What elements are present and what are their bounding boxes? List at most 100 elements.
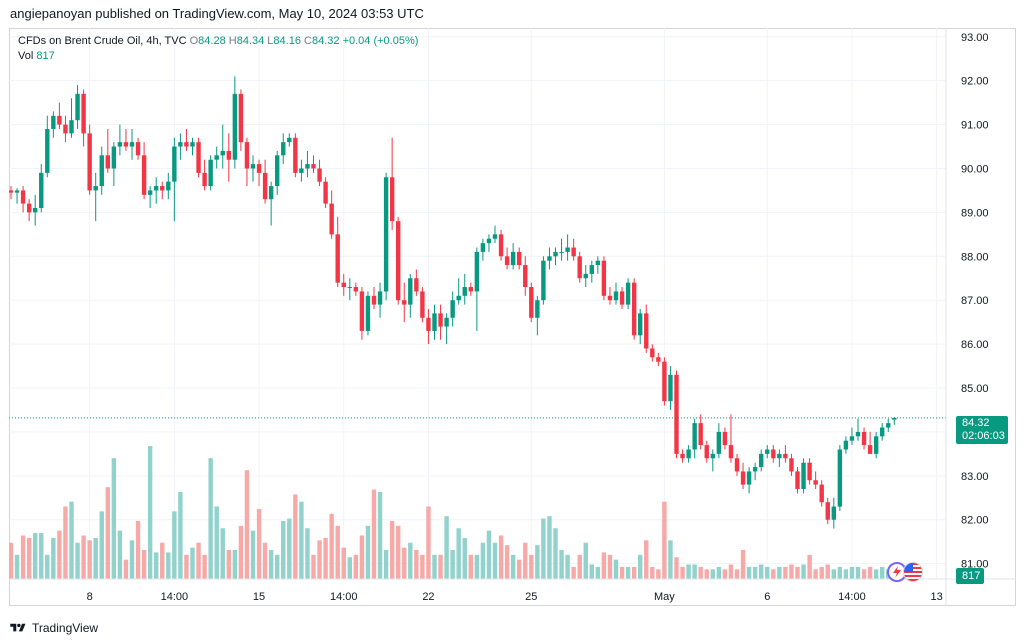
candle-body xyxy=(63,124,68,134)
close-label: C xyxy=(304,35,312,47)
candle-body xyxy=(317,168,322,182)
candle-body xyxy=(662,361,667,402)
candle-body xyxy=(565,247,570,252)
volume-label[interactable]: Vol xyxy=(18,50,34,62)
volume-bar xyxy=(638,554,643,579)
volume-bar xyxy=(268,550,274,579)
volume-bar xyxy=(275,554,280,579)
candle-body xyxy=(129,142,135,147)
candle-body xyxy=(541,260,546,301)
close-value: 84.32 xyxy=(311,35,340,47)
candle-body xyxy=(438,313,443,327)
volume-bar xyxy=(486,530,492,579)
candle-body xyxy=(698,423,703,446)
volume-bar xyxy=(547,516,552,579)
volume-bar xyxy=(559,550,564,579)
candle-body xyxy=(172,146,177,182)
volume-bar xyxy=(831,569,836,579)
candle-body xyxy=(39,172,44,209)
candle-body xyxy=(450,300,455,318)
time-tick-label: 8 xyxy=(87,591,93,603)
us-flag-icon[interactable] xyxy=(903,562,923,582)
time-tick-label: 15 xyxy=(253,591,265,603)
candle-body xyxy=(256,164,262,173)
candle-body xyxy=(535,300,540,318)
volume-bar xyxy=(147,446,153,579)
footer-brand[interactable]: TradingView xyxy=(32,621,99,635)
candle-body xyxy=(135,142,141,156)
volume-bar xyxy=(529,554,534,579)
candle-body xyxy=(589,265,594,274)
volume-bar xyxy=(9,542,14,579)
candle-body xyxy=(75,93,80,121)
volume-bar xyxy=(728,564,734,579)
symbol-description[interactable]: CFDs on Brent Crude Oil, 4h, TVC xyxy=(18,35,187,47)
candle-body xyxy=(420,291,425,318)
candle-body xyxy=(347,287,352,289)
volume-bar xyxy=(160,542,165,579)
candle-body xyxy=(583,273,588,279)
volume-bar xyxy=(837,566,843,579)
price-tick-label: 89.00 xyxy=(961,207,989,219)
volume-bar xyxy=(408,542,413,579)
volume-bar xyxy=(656,569,661,579)
volume-bar xyxy=(178,492,183,579)
volume-bar xyxy=(287,518,292,579)
volume-bar xyxy=(601,552,607,579)
volume-bar xyxy=(644,540,649,579)
volume-bar xyxy=(323,537,328,579)
last-price-badge: 84.32 02:06:03 xyxy=(956,416,1008,444)
candle-body xyxy=(244,142,250,169)
volume-bar xyxy=(347,557,352,579)
candle-body xyxy=(855,431,861,437)
candle-body xyxy=(371,295,377,305)
candle-body xyxy=(14,190,20,193)
price-tick-label: 87.00 xyxy=(961,295,989,307)
volume-bar xyxy=(208,458,213,579)
volume-bar xyxy=(510,554,516,579)
time-axis[interactable]: 8 14:00 15 14:00 22 25 May 6 14:00 13 xyxy=(87,591,943,603)
volume-bar xyxy=(873,569,879,579)
tradingview-logo-icon[interactable] xyxy=(10,622,26,634)
volume-bar xyxy=(843,569,849,579)
volume-bar xyxy=(855,566,861,579)
volume-bar xyxy=(565,554,570,579)
candle-body xyxy=(184,142,189,147)
price-chart[interactable]: 93.00 92.00 91.00 90.00 89.00 88.00 87.00 86.00… xyxy=(9,28,1016,606)
volume-bar xyxy=(99,511,104,579)
candle-body xyxy=(232,93,238,160)
volume-bar xyxy=(613,559,619,579)
volume-bar xyxy=(383,550,389,579)
candle-body xyxy=(196,142,201,173)
volume-bar xyxy=(553,528,558,579)
candle-body xyxy=(837,449,843,507)
volume-bar xyxy=(426,506,431,579)
candle-body xyxy=(214,155,219,160)
volume-bar xyxy=(414,550,419,579)
time-tick-label: 13 xyxy=(931,591,943,603)
legend-volume-row: Vol 817 xyxy=(18,49,418,64)
volume-bar xyxy=(619,566,625,579)
low-label: L xyxy=(267,35,274,47)
volume-bar xyxy=(541,518,546,579)
chart-frame xyxy=(9,28,1016,606)
volume-bar xyxy=(583,542,588,579)
bar-countdown: 02:06:03 xyxy=(962,430,1005,442)
candle-body xyxy=(783,453,788,459)
candle-body xyxy=(801,462,806,489)
candle-body xyxy=(625,282,631,305)
candle-body xyxy=(365,295,371,331)
volume-bar xyxy=(45,554,50,579)
candle-body xyxy=(93,186,98,191)
candle-body xyxy=(849,436,855,441)
time-tick-label: 14:00 xyxy=(161,591,189,603)
volume-bar xyxy=(359,535,365,579)
candle-body xyxy=(275,155,280,187)
volume-bar xyxy=(365,525,371,579)
volume-bar xyxy=(293,494,298,579)
candle-body xyxy=(81,93,86,134)
volume-bar xyxy=(444,516,449,579)
volume-bar xyxy=(746,566,752,579)
price-axis[interactable]: 93.00 92.00 91.00 90.00 89.00 88.00 87.00 86.00… xyxy=(961,32,989,571)
candle-body xyxy=(202,172,207,187)
